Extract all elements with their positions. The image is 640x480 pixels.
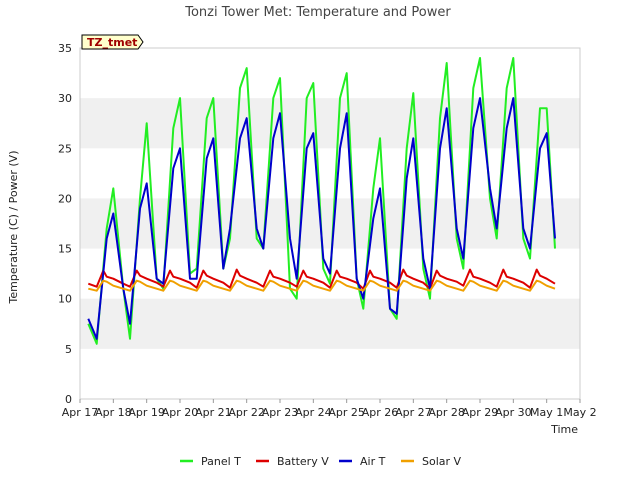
series-line [88,279,556,292]
tz-badge: TZ_tmet [81,34,144,50]
x-tick-label: Apr 21 [195,406,232,419]
plot-frame [79,47,581,400]
x-tick-label: Apr 26 [362,406,399,419]
badge-box [81,34,144,50]
x-tick-label: Apr 29 [462,406,499,419]
x-tick-label: Apr 19 [128,406,165,419]
series-lines [87,57,556,345]
x-tick-label: May 2 [563,406,596,419]
x-tick-label: Apr 25 [328,406,365,419]
y-tick-label: 0 [65,393,72,406]
y-tick-label: 25 [58,142,72,155]
legend-label: Air T [360,455,386,468]
chart-title: Tonzi Tower Met: Temperature and Power [184,5,451,20]
x-tick-label: Apr 23 [262,406,299,419]
x-tick-label: Apr 27 [395,406,432,419]
y-tick-label: 20 [58,192,72,205]
legend-label: Battery V [277,455,329,468]
x-tick-label: Apr 18 [95,406,132,419]
series-line [87,97,556,340]
y-axis-label: Temperature (C) / Power (V) [7,150,20,304]
plot-band [80,98,580,149]
y-tick-label: 10 [58,293,72,306]
legend: Panel T Battery V Air T Solar V [180,455,462,468]
series-line [87,268,556,290]
y-axis-ticks: 0 5 10 15 20 25 30 35 [58,42,72,406]
badge-label: TZ_tmet [87,36,137,49]
y-tick-label: 5 [65,343,72,356]
legend-label: Solar V [422,455,462,468]
legend-label: Panel T [201,455,241,468]
x-axis-label: Time [550,423,578,436]
x-tick-label: Apr 22 [228,406,265,419]
x-tick-label: Apr 30 [495,406,532,419]
plot-band [80,298,580,349]
y-tick-label: 15 [58,243,72,256]
x-tick-label: Apr 20 [162,406,199,419]
x-tick-label: Apr 24 [295,406,332,419]
y-tick-label: 30 [58,92,72,105]
x-tick-label: Apr 17 [62,406,99,419]
x-tick-label: May 1 [530,406,563,419]
x-tick-label: Apr 28 [428,406,465,419]
y-tick-label: 35 [58,42,72,55]
